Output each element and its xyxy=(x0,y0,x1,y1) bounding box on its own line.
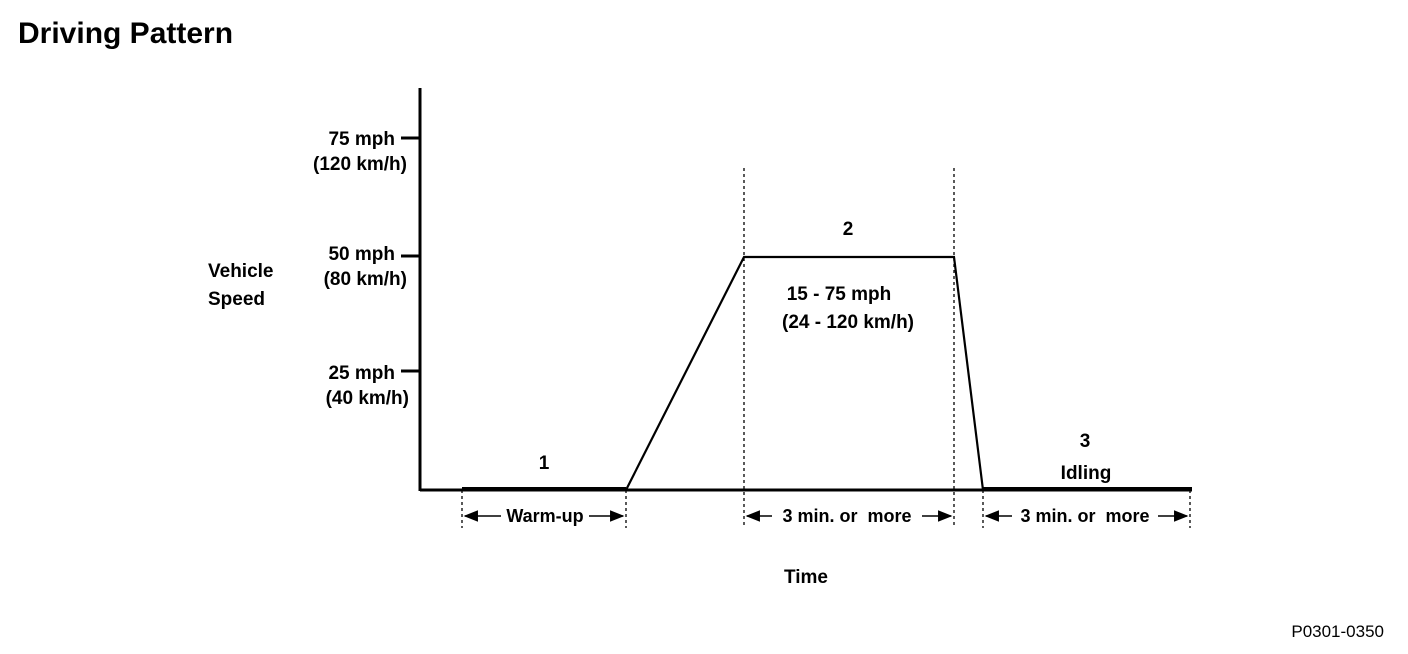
phase-2-speed-range-kmh: (24 - 120 km/h) xyxy=(782,312,914,333)
x-axis-label: Time xyxy=(784,567,828,588)
page-title: Driving Pattern xyxy=(18,17,233,50)
y-tick-label-75-kmh: (120 km/h) xyxy=(313,154,407,175)
phase-2-number: 2 xyxy=(843,219,854,240)
phase-3-name: Idling xyxy=(1061,463,1112,484)
warmup-duration-label: Warm-up xyxy=(506,506,583,526)
phase-3-number: 3 xyxy=(1080,431,1091,452)
speed-profile-line xyxy=(625,255,985,491)
phase-3-duration-label: 3 min. or more xyxy=(1020,506,1149,526)
y-tick-label-25-mph: 25 mph xyxy=(328,363,395,384)
phase-2-speed-range-mph: 15 - 75 mph xyxy=(787,284,892,305)
phase-boundaries xyxy=(461,168,1191,528)
y-tick-label-50-kmh: (80 km/h) xyxy=(324,269,407,290)
y-tick-label-75-mph: 75 mph xyxy=(328,129,395,150)
phase-1-number: 1 xyxy=(539,453,550,474)
y-axis-label-line2: Speed xyxy=(208,289,265,310)
y-axis-label-line1: Vehicle xyxy=(208,261,274,282)
figure-id: P0301-0350 xyxy=(1291,622,1384,641)
y-tick-label-50-mph: 50 mph xyxy=(328,244,395,265)
y-tick-label-25-kmh: (40 km/h) xyxy=(326,388,409,409)
phase-2-duration-label: 3 min. or more xyxy=(782,506,911,526)
